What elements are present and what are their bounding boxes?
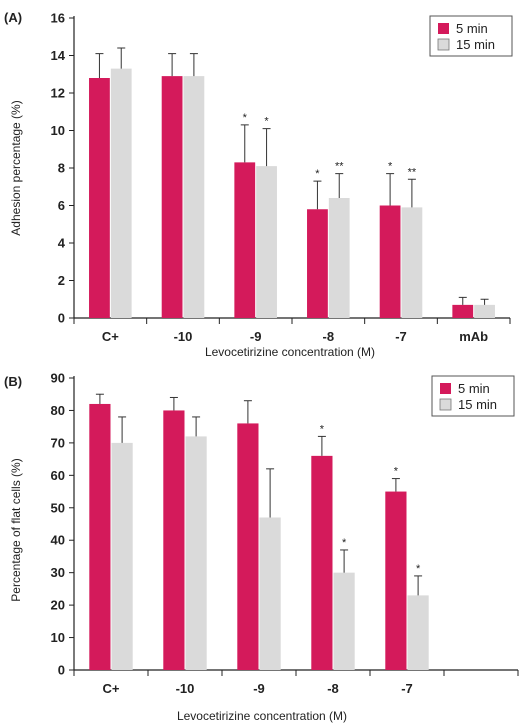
y-axis-title: Adhesion percentage (%): [9, 100, 23, 235]
y-tick-label: 50: [51, 500, 65, 515]
x-tick-label: -7: [401, 681, 413, 696]
legend-label: 15 min: [458, 397, 497, 412]
bar-15min: [110, 68, 132, 318]
adhesion-chart: (A) Adhesion percentage (%) Levocetirizi…: [4, 10, 513, 359]
y-tick-label: 90: [51, 371, 65, 386]
significance-marker: *: [320, 423, 325, 435]
significance-marker: *: [243, 112, 248, 124]
bar-15min: [401, 207, 423, 318]
x-tick-label: -9: [253, 681, 265, 696]
flat-cells-chart: (B) Percentage of flat cells (%) Levocet…: [4, 371, 519, 723]
legend-swatch-15min: [439, 398, 452, 411]
panel-label: (A): [4, 10, 22, 25]
y-axis-title: Percentage of flat cells (%): [9, 458, 23, 601]
bar-15min: [185, 436, 207, 670]
legend-label: 5 min: [458, 381, 490, 396]
significance-marker: *: [315, 168, 320, 180]
y-tick-label: 6: [58, 198, 65, 213]
x-tick-label: -8: [323, 329, 335, 344]
y-tick-label: 4: [58, 236, 66, 251]
bar-15min: [256, 166, 277, 318]
x-tick-label: -10: [174, 329, 193, 344]
bar-15min: [183, 76, 205, 318]
y-tick-label: 0: [58, 311, 65, 326]
bar-5min: [161, 76, 183, 318]
plot-area: 0 10 20 30 40 50 60 70 80 90 C+ -10 -9 -8 -7 * * * * 5 min1…: [51, 371, 519, 696]
x-tick-label: -8: [327, 681, 339, 696]
y-tick-label: 70: [51, 435, 65, 450]
y-tick-label: 14: [51, 48, 66, 63]
x-axis-title: Levocetirizine concentration (M): [177, 709, 347, 723]
y-tick-label: 10: [51, 630, 65, 645]
significance-marker: *: [416, 563, 421, 575]
bar-5min: [307, 209, 328, 318]
y-tick-label: 16: [51, 11, 65, 26]
y-tick-label: 30: [51, 565, 65, 580]
y-tick-label: 2: [58, 273, 65, 288]
bar-15min: [328, 198, 350, 318]
legend-swatch-5min: [438, 23, 449, 34]
legend-swatch-15min: [437, 38, 450, 51]
y-tick-label: 40: [51, 533, 65, 548]
bar-15min: [333, 572, 355, 670]
x-tick-label: -9: [250, 329, 262, 344]
bar-5min: [379, 205, 401, 318]
y-tick-label: 0: [58, 663, 65, 678]
bar-5min: [234, 162, 256, 318]
bar-15min: [111, 442, 133, 670]
y-tick-label: 10: [51, 123, 65, 138]
x-axis-title: Levocetirizine concentration (M): [205, 345, 375, 359]
bar-15min: [259, 517, 281, 670]
legend-swatch-5min: [440, 383, 451, 394]
y-tick-label: 12: [51, 86, 65, 101]
bar-5min: [452, 304, 474, 318]
x-tick-label: mAb: [459, 329, 488, 344]
bar-5min: [311, 455, 333, 670]
y-tick-label: 80: [51, 403, 65, 418]
significance-marker: **: [408, 166, 417, 178]
significance-marker: *: [264, 116, 269, 128]
y-tick-label: 20: [51, 598, 65, 613]
significance-marker: *: [394, 466, 399, 478]
bar-5min: [89, 403, 111, 670]
legend-label: 15 min: [456, 37, 495, 52]
panel-label: (B): [4, 374, 22, 389]
x-tick-label: C+: [103, 681, 120, 696]
bar-5min: [163, 410, 185, 670]
bar-15min: [407, 595, 429, 670]
x-tick-label: -10: [176, 681, 195, 696]
x-tick-label: -7: [395, 329, 407, 344]
x-tick-label: C+: [102, 329, 119, 344]
significance-marker: **: [335, 161, 344, 173]
significance-marker: *: [388, 161, 393, 173]
y-tick-label: 8: [58, 161, 65, 176]
legend-label: 5 min: [456, 21, 488, 36]
bar-5min: [237, 423, 259, 670]
bar-5min: [385, 491, 407, 670]
y-tick-label: 60: [51, 468, 65, 483]
significance-marker: *: [342, 537, 347, 549]
bar-5min: [89, 78, 110, 318]
bar-15min: [474, 304, 495, 318]
